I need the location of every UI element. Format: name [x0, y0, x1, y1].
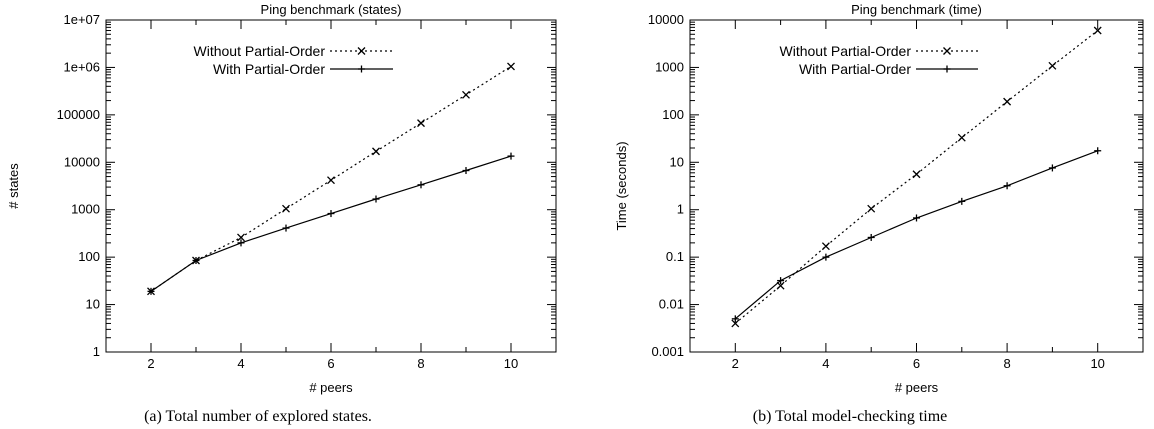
x-marker: [462, 90, 470, 99]
plus-marker: [1094, 147, 1102, 155]
x-axis-label: # peers: [895, 380, 939, 395]
y-tick-label: 10: [86, 297, 100, 312]
y-axis-label: Time (seconds): [614, 141, 629, 230]
series-line-with-partial-order: [734, 150, 1098, 320]
plus-marker: [147, 287, 155, 295]
y-tick-label: 10: [670, 154, 684, 169]
x-marker: [282, 204, 290, 213]
plus-marker: [462, 167, 470, 175]
plus-marker: [822, 253, 830, 261]
y-tick-label: 100: [662, 107, 684, 122]
x-marker: [417, 119, 425, 128]
plus-marker: [237, 239, 245, 247]
x-tick-label: 4: [822, 356, 829, 371]
x-tick-label: 10: [1090, 356, 1104, 371]
plus-marker: [913, 214, 920, 222]
x-marker: [237, 233, 245, 242]
y-tick-label: 100: [78, 249, 100, 264]
y-tick-label: 1e+06: [63, 59, 100, 74]
y-tick-label: 0.001: [651, 344, 684, 359]
x-marker: [731, 319, 740, 328]
plot-frame: [105, 19, 557, 353]
time-chart: Ping benchmark (time) # peers Time (seco…: [614, 2, 1144, 425]
x-marker: [821, 242, 830, 251]
y-tick-label: 1: [677, 202, 684, 217]
y-tick-label: 1000: [655, 59, 684, 74]
x-tick-label: 6: [327, 356, 334, 371]
plus-marker: [372, 195, 380, 203]
legend-label: With Partial-Order: [799, 61, 911, 77]
series-line-without-partial-order: [734, 30, 1099, 324]
y-tick-label: 10000: [64, 154, 100, 169]
x-marker: [1003, 97, 1012, 106]
plus-marker: [1003, 182, 1011, 190]
chart-title: Ping benchmark (states): [261, 2, 402, 17]
plus-marker: [943, 65, 951, 73]
x-marker: [943, 47, 951, 55]
y-axis-label: # states: [6, 163, 21, 209]
x-marker: [507, 62, 515, 71]
x-tick-label: 6: [913, 356, 920, 371]
plus-marker: [507, 152, 515, 160]
y-tick-label: 1000: [71, 202, 100, 217]
x-marker: [357, 47, 366, 55]
y-tick-label: 100000: [57, 107, 100, 122]
x-marker: [372, 147, 380, 156]
legend-label: With Partial-Order: [213, 61, 325, 77]
legend-label: Without Partial-Order: [780, 43, 912, 59]
x-marker: [1093, 26, 1102, 35]
plus-marker: [731, 315, 739, 323]
y-tick-label: 10000: [648, 12, 684, 27]
plus-marker: [1048, 164, 1056, 172]
plus-marker: [358, 65, 365, 73]
plus-marker: [867, 233, 875, 241]
x-marker: [957, 133, 966, 142]
x-tick-label: 2: [732, 356, 739, 371]
figure-caption: (a) Total number of explored states.: [144, 408, 372, 425]
x-tick-label: 8: [417, 356, 424, 371]
x-tick-label: 2: [147, 356, 154, 371]
plus-marker: [958, 197, 966, 205]
x-tick-label: 4: [237, 356, 244, 371]
plus-marker: [777, 277, 785, 285]
plus-marker: [327, 210, 335, 218]
x-marker: [776, 281, 785, 290]
x-marker: [912, 170, 921, 179]
y-tick-label: 1: [93, 344, 100, 359]
x-marker: [1048, 61, 1057, 70]
x-tick-label: 10: [504, 356, 518, 371]
figure-caption: (b) Total model-checking time: [753, 408, 948, 425]
plus-marker: [417, 181, 425, 189]
series-line-without-partial-order: [150, 65, 512, 292]
plus-marker: [282, 224, 290, 232]
series-line-with-partial-order: [150, 155, 512, 292]
y-tick-label: 0.01: [659, 297, 684, 312]
plot-frame: [689, 19, 1144, 353]
plus-marker: [192, 256, 200, 264]
x-marker: [327, 176, 335, 185]
states-chart: Ping benchmark (states) # peers # states…: [6, 2, 557, 425]
x-axis-label: # peers: [309, 380, 353, 395]
x-tick-label: 8: [1003, 356, 1010, 371]
chart-title: Ping benchmark (time): [851, 2, 982, 17]
y-tick-label: 1e+07: [63, 12, 100, 27]
legend-label: Without Partial-Order: [194, 43, 326, 59]
y-tick-label: 0.1: [666, 249, 684, 264]
x-marker: [867, 204, 876, 213]
